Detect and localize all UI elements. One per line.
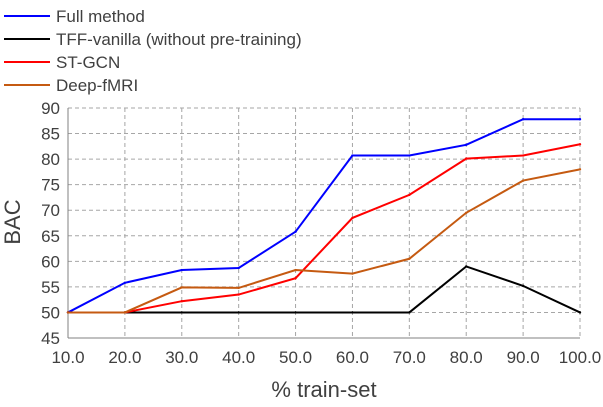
legend-label: Deep-fMRI <box>56 76 138 95</box>
data-point <box>521 154 525 157</box>
series-layer <box>66 118 582 314</box>
data-point <box>408 257 411 260</box>
x-tick-label: 60.0 <box>336 348 369 367</box>
y-tick-label: 90 <box>41 99 60 118</box>
data-point <box>521 118 525 121</box>
data-point <box>351 154 354 157</box>
x-axis-title: % train-set <box>271 377 376 402</box>
data-point <box>123 311 127 314</box>
data-point <box>294 268 297 272</box>
y-tick-label: 75 <box>41 176 60 195</box>
series-line-3 <box>68 168 581 314</box>
data-point <box>180 300 183 303</box>
y-tick-label: 60 <box>41 252 60 271</box>
x-tick-label: 80.0 <box>450 348 483 367</box>
data-point <box>578 311 582 314</box>
series-line-1 <box>68 265 581 314</box>
y-axis-title: BAC <box>0 199 25 244</box>
data-point <box>408 311 411 314</box>
data-point <box>180 268 183 272</box>
y-tick-label: 70 <box>41 201 60 220</box>
y-tick-label: 85 <box>41 125 60 144</box>
data-point <box>521 179 525 182</box>
y-tick-label: 55 <box>41 278 60 297</box>
y-tick-label: 65 <box>41 227 60 246</box>
legend-label: Full method <box>56 7 145 26</box>
x-tick-label: 50.0 <box>279 348 312 367</box>
data-point <box>237 286 240 290</box>
legend: Full method TFF-vanilla (without pre-trai… <box>4 7 302 95</box>
data-point <box>578 143 582 146</box>
data-point <box>465 157 468 160</box>
tick-labels: 45 50 55 60 65 70 75 80 85 90 10.0 20.0 30.0 40.0 50.0… <box>41 99 601 367</box>
x-tick-label: 90.0 <box>507 348 540 367</box>
x-tick-label: 10.0 <box>51 348 84 367</box>
data-point <box>408 193 411 197</box>
series-line-2 <box>68 143 581 314</box>
data-point <box>180 286 183 289</box>
legend-label: TFF-vanilla (without pre-training) <box>56 30 302 49</box>
y-tick-label: 80 <box>41 150 60 169</box>
data-point <box>578 168 582 171</box>
x-tick-label: 70.0 <box>393 348 426 367</box>
data-point <box>408 154 411 157</box>
x-tick-label: 20.0 <box>108 348 141 367</box>
data-point <box>351 216 354 220</box>
data-point <box>180 311 183 314</box>
data-point <box>351 311 354 314</box>
data-point <box>521 284 525 288</box>
data-point <box>237 266 240 270</box>
data-point <box>123 281 127 284</box>
data-point <box>351 272 354 275</box>
y-tick-label: 50 <box>41 303 60 322</box>
series-line-0 <box>67 118 580 314</box>
x-tick-label: 100.0 <box>559 348 602 367</box>
data-point <box>66 311 70 314</box>
data-point <box>578 118 582 121</box>
data-point <box>294 277 297 280</box>
data-point <box>294 230 297 233</box>
data-point <box>237 311 240 314</box>
data-point <box>237 293 240 296</box>
data-point <box>465 265 468 268</box>
data-point <box>294 311 297 314</box>
x-tick-label: 30.0 <box>165 348 198 367</box>
data-point <box>465 143 468 146</box>
data-point <box>465 211 468 214</box>
legend-label: ST-GCN <box>56 53 120 72</box>
y-tick-label: 45 <box>41 329 60 348</box>
x-tick-label: 40.0 <box>222 348 255 367</box>
